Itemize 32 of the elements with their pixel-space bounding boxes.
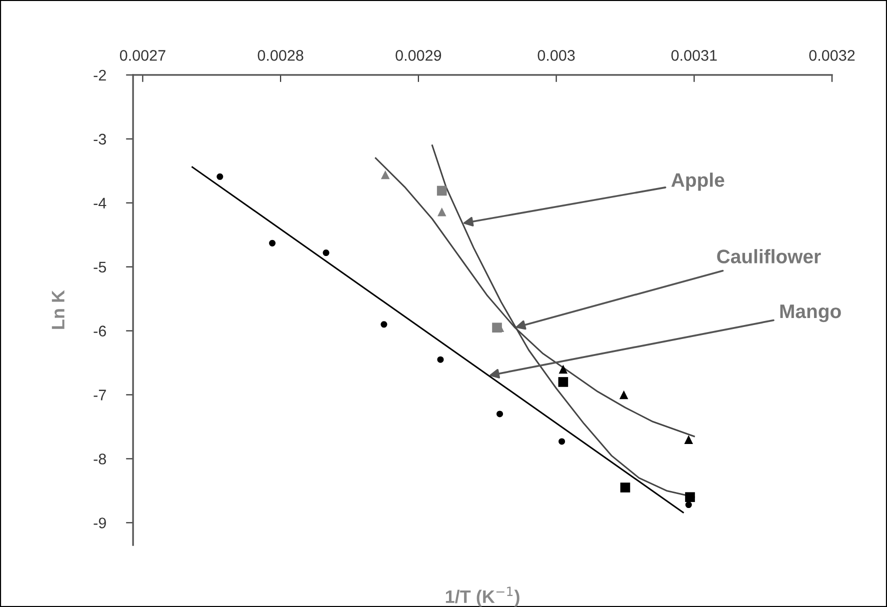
point bbox=[685, 492, 695, 502]
point bbox=[558, 438, 566, 445]
y-tick-label: -3 bbox=[94, 134, 106, 145]
point bbox=[685, 502, 692, 508]
x-tick-label: 0.0032 bbox=[809, 50, 855, 61]
point bbox=[380, 170, 390, 180]
y-axis-title: Ln K bbox=[52, 290, 64, 329]
annotation: Mango bbox=[780, 304, 841, 322]
y-tick-label: -6 bbox=[94, 326, 106, 336]
y-tick-label: -2 bbox=[94, 70, 106, 80]
x-tick-label: 0.0028 bbox=[258, 50, 304, 61]
y-tick-label: -5 bbox=[94, 262, 106, 273]
y-tick-label: -9 bbox=[94, 518, 106, 528]
x-tick-label: 0.0031 bbox=[671, 50, 717, 61]
y-tick-label: -4 bbox=[94, 198, 106, 208]
point bbox=[496, 410, 504, 418]
point bbox=[216, 173, 224, 180]
x-tick-label: 0.003 bbox=[538, 50, 575, 61]
point bbox=[437, 207, 446, 216]
x-tick-label: 0.0029 bbox=[396, 50, 442, 61]
point bbox=[380, 321, 388, 328]
x-tick-label: 0.0027 bbox=[120, 50, 166, 61]
point bbox=[620, 482, 630, 492]
y-tick-label: -7 bbox=[94, 390, 106, 400]
point bbox=[437, 356, 444, 363]
point bbox=[322, 250, 330, 256]
annotation: Apple bbox=[671, 172, 724, 191]
y-tick-label: -8 bbox=[94, 454, 106, 464]
point bbox=[558, 377, 568, 387]
point bbox=[269, 240, 276, 246]
x-axis-title: 1/T (K$^{−1}$) bbox=[446, 586, 520, 607]
annotation: Cauliflower bbox=[717, 249, 821, 264]
